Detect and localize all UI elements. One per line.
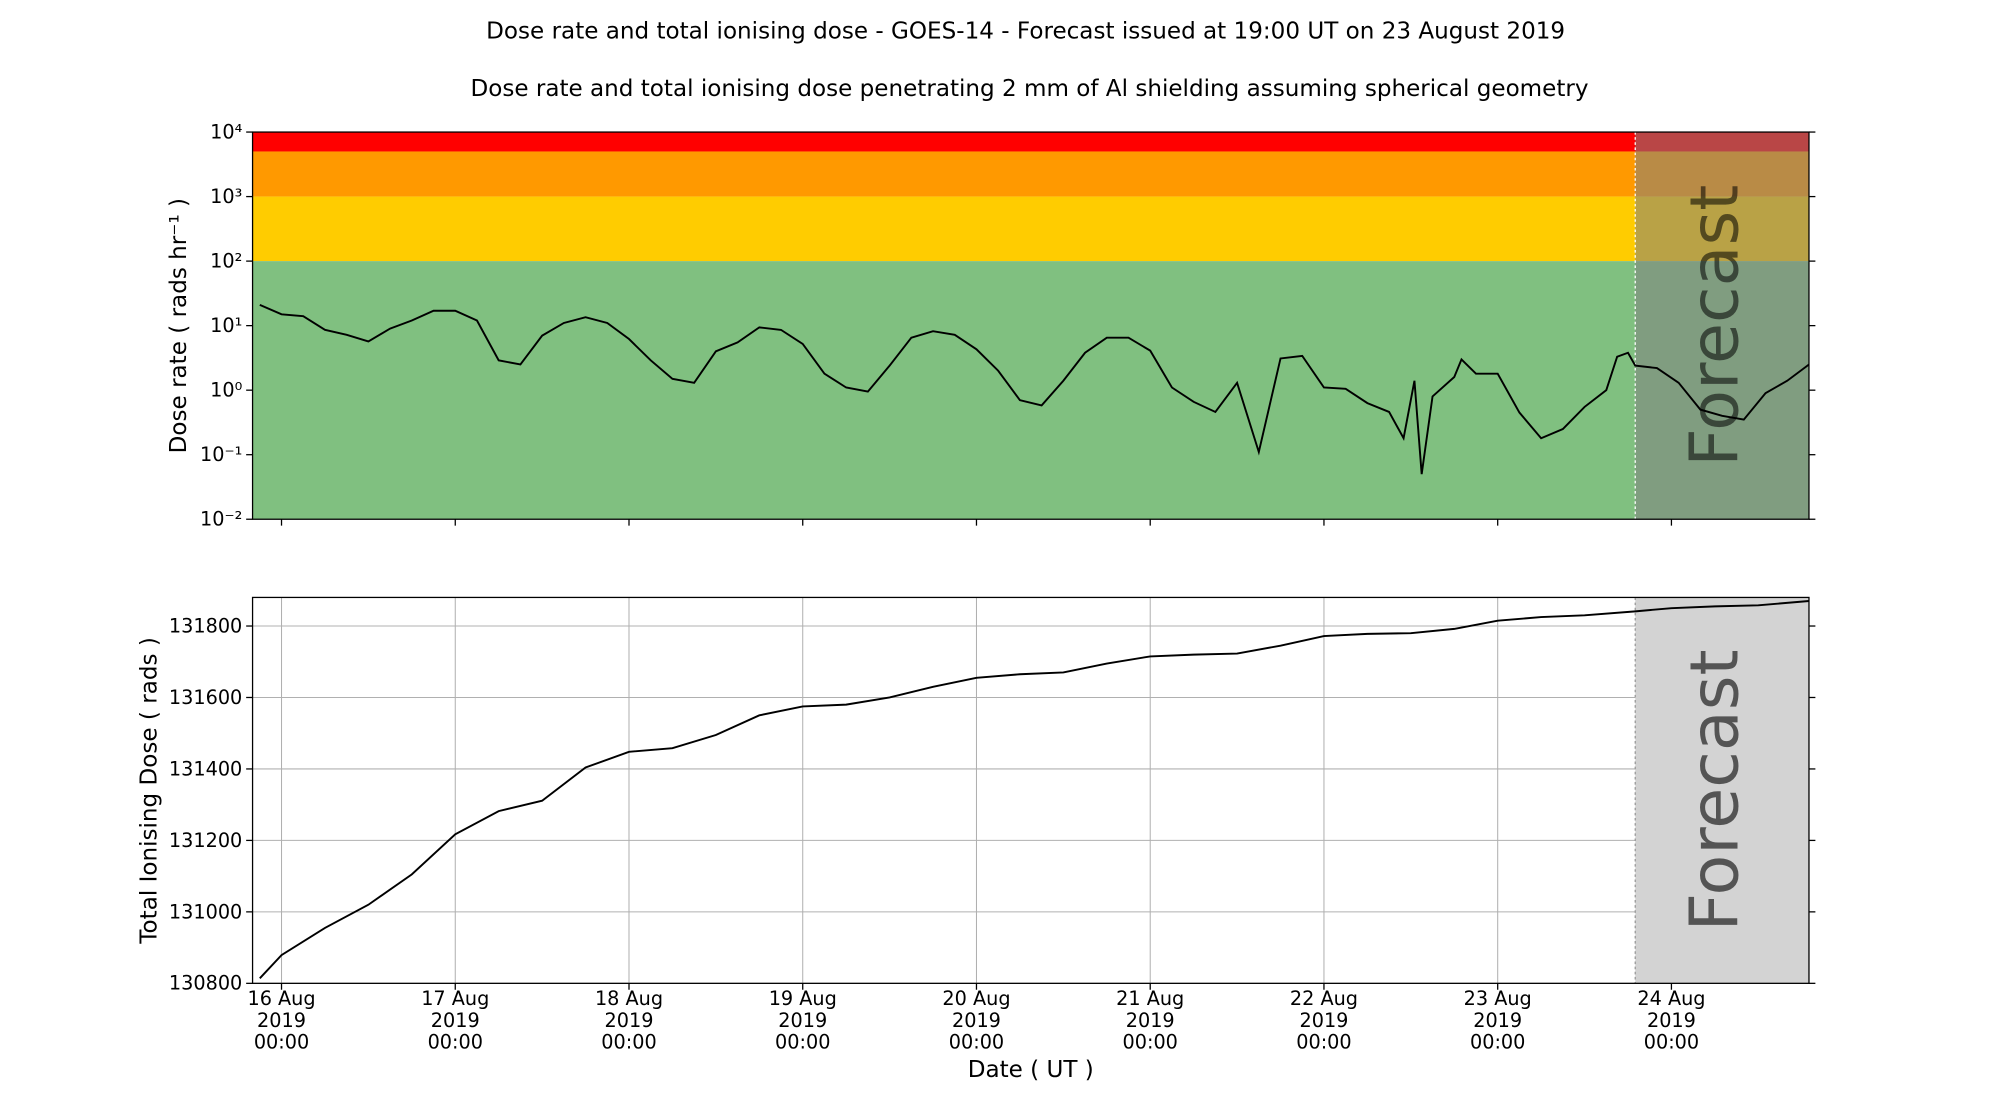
y-tick-label: 10⁴ [210, 120, 242, 143]
risk-band [252, 151, 1809, 197]
data-line [259, 600, 1810, 979]
y-tick-label: 10⁻¹ [200, 443, 242, 466]
data-line [259, 303, 1810, 475]
forecast-label: Forecast [1675, 649, 1753, 931]
x-tick-label: 24 Aug 2019 00:00 [1637, 987, 1705, 1054]
subtitle: Dose rate and total ionising dose penetr… [470, 76, 1588, 102]
risk-band [252, 132, 1809, 152]
y-tick-label: 131800 [169, 614, 242, 637]
y-tick-label: 10⁻² [200, 508, 242, 531]
y-tick-label: 131200 [169, 829, 242, 852]
y-tick-label: 10¹ [210, 314, 242, 337]
x-axis-label: Date ( UT ) [968, 1057, 1094, 1083]
risk-band [252, 196, 1809, 262]
x-tick-label: 17 Aug 2019 00:00 [421, 987, 489, 1054]
plot-frame [251, 596, 1810, 984]
x-tick-label: 20 Aug 2019 00:00 [942, 987, 1010, 1054]
y-axis-label: Total Ionising Dose ( rads ) [136, 637, 162, 944]
forecast-region [1635, 132, 1809, 520]
y-tick-label: 10⁰ [210, 379, 242, 402]
x-tick-label: 16 Aug 2019 00:00 [247, 987, 315, 1054]
forecast-region [1635, 597, 1809, 984]
y-tick-label: 10³ [210, 185, 242, 208]
x-tick-label: 23 Aug 2019 00:00 [1464, 987, 1532, 1054]
y-tick-label: 130800 [169, 972, 242, 995]
x-tick-label: 18 Aug 2019 00:00 [595, 987, 663, 1054]
forecast-label: Forecast [1675, 185, 1753, 467]
y-tick-label: 131400 [169, 757, 242, 780]
y-tick-label: 131600 [169, 686, 242, 709]
risk-band [252, 261, 1809, 520]
y-tick-label: 10² [210, 250, 242, 273]
y-tick-label: 131000 [169, 900, 242, 923]
x-tick-label: 19 Aug 2019 00:00 [769, 987, 837, 1054]
x-tick-label: 22 Aug 2019 00:00 [1290, 987, 1358, 1054]
title: Dose rate and total ionising dose - GOES… [486, 18, 1565, 44]
x-tick-label: 21 Aug 2019 00:00 [1116, 987, 1184, 1054]
y-axis-label: Dose rate ( rads hr⁻¹ ) [166, 198, 192, 453]
